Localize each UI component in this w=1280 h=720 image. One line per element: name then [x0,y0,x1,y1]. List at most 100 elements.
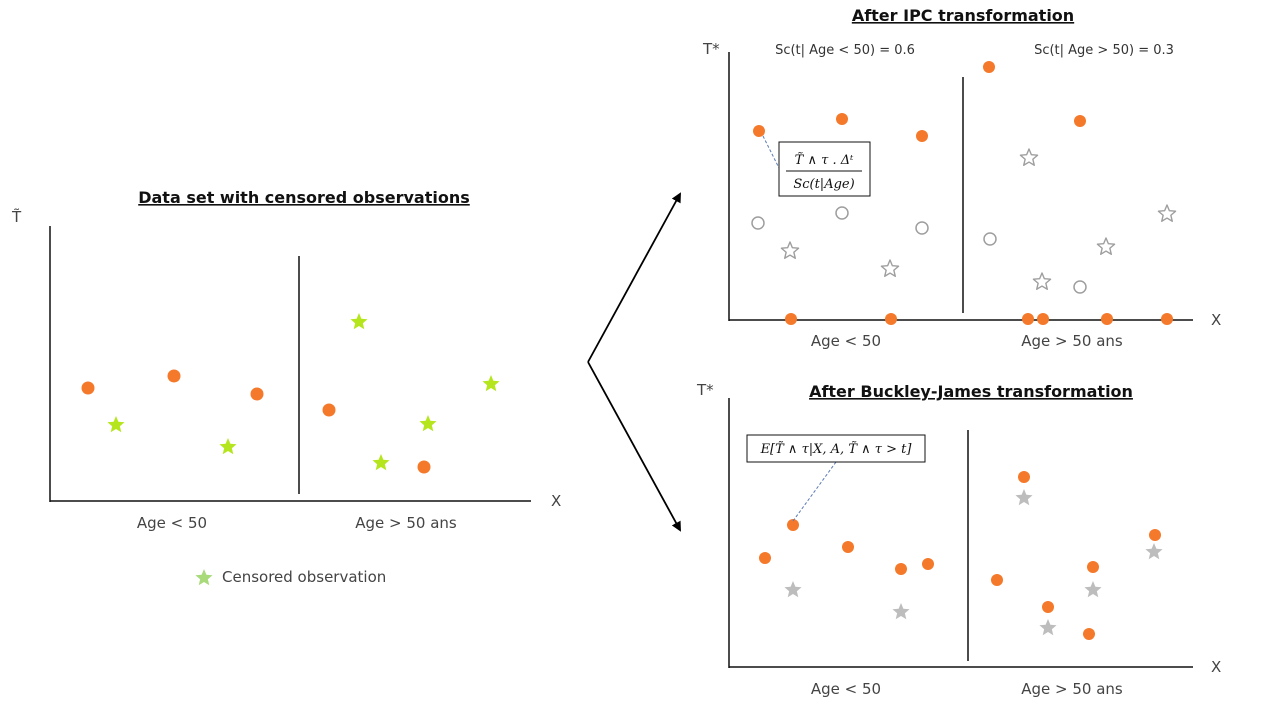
arrow-icon [587,192,681,363]
original-censored-star-icon [784,581,802,598]
zeroed-point [1161,313,1173,325]
weighted-point [836,113,848,125]
star-icon [1039,619,1057,636]
original-censored-star-icon [1096,237,1116,255]
original-censored-star-icon [1145,543,1163,560]
star-icon [892,603,910,620]
ipc-group-label-under50: Age < 50 [811,332,881,350]
weighted-point [1074,115,1086,127]
star-icon [195,569,213,586]
star-icon [1157,204,1177,222]
original-position-circle-icon [915,221,929,235]
star-icon [219,438,237,455]
weighted-point [983,61,995,73]
left-x-axis-label: X [551,492,561,510]
ipc-panel: After IPC transformation T* Sc(t| Age < … [702,6,1221,350]
censored-star-icon [419,415,437,432]
uncensored-point [81,381,95,395]
censored-star-icon [482,375,500,392]
imputed-point [1042,601,1054,613]
original-censored-star-icon [1084,581,1102,598]
bj-formula: E[T̃ ∧ τ|X, A, T̃ ∧ τ > t] [760,441,913,457]
ipc-panel-title: After IPC transformation [852,6,1074,25]
star-icon [1019,148,1039,166]
ipc-weight-over50: Sc(t| Age > 50) = 0.3 [1034,43,1174,58]
uncensored-point [417,460,431,474]
uncensored-point [322,403,336,417]
weighted-point [916,130,928,142]
bj-panel: After Buckley-James transformation T* X … [696,381,1221,698]
original-position-circle-icon [983,232,997,246]
arrow-icon [587,361,681,532]
imputed-point [1083,628,1095,640]
ipc-formula-numerator: T̃ ∧ τ . Δᵗ [795,152,854,168]
original-censored-star-icon [1157,204,1177,222]
left-panel: Data set with censored observations T̃ X… [11,188,561,586]
original-position-circle-icon [835,206,849,220]
weighted-point [753,125,765,137]
original-censored-star-icon [880,259,900,277]
star-icon [880,259,900,277]
star-icon [1015,489,1033,506]
star-icon [419,415,437,432]
imputed-point [759,552,771,564]
imputed-point [1018,471,1030,483]
imputed-point [842,541,854,553]
bj-y-axis-label: T* [696,381,714,399]
zeroed-point [885,313,897,325]
uncensored-point [250,387,264,401]
original-position-circle-icon [751,216,765,230]
original-censored-star-icon [1015,489,1033,506]
censored-star-icon [350,313,368,330]
star-icon [1096,237,1116,255]
formula-leader-line [762,135,780,169]
imputed-point [922,558,934,570]
left-panel-title: Data set with censored observations [138,188,470,207]
left-group-label-under50: Age < 50 [137,514,207,532]
formula-leader-line [792,461,837,522]
ipc-group-label-over50: Age > 50 ans [1021,332,1123,350]
imputed-point [895,563,907,575]
bj-group-label-over50: Age > 50 ans [1021,680,1123,698]
left-y-axis-label: T̃ [11,207,22,226]
star-icon [350,313,368,330]
star-icon [372,454,390,471]
original-censored-star-icon [1039,619,1057,636]
imputed-point [991,574,1003,586]
bj-formula-box [746,434,926,463]
ipc-x-axis-label: X [1211,311,1221,329]
star-icon [780,241,800,259]
imputed-point [787,519,799,531]
star-icon [107,416,125,433]
original-censored-star-icon [1019,148,1039,166]
ipc-weight-under50: Sc(t| Age < 50) = 0.6 [775,43,915,58]
left-group-label-over50: Age > 50 ans [355,514,457,532]
zeroed-point [785,313,797,325]
imputed-point [1149,529,1161,541]
censored-star-icon [219,438,237,455]
bj-group-label-under50: Age < 50 [811,680,881,698]
star-icon [1145,543,1163,560]
bj-panel-title: After Buckley-James transformation [809,382,1133,401]
original-censored-star-icon [1032,272,1052,290]
star-icon [1084,581,1102,598]
star-icon [784,581,802,598]
zeroed-point [1022,313,1034,325]
ipc-y-axis-label: T* [702,40,720,58]
legend-label: Censored observation [222,568,386,586]
original-position-circle-icon [1073,280,1087,294]
censored-star-icon [107,416,125,433]
transformation-arrows [587,192,681,532]
bj-x-axis-label: X [1211,658,1221,676]
uncensored-point [167,369,181,383]
original-censored-star-icon [892,603,910,620]
ipc-formula-box [778,141,871,197]
original-censored-star-icon [780,241,800,259]
star-icon [1032,272,1052,290]
ipc-formula-denominator: Sᴄ(t|Age) [793,177,854,192]
zeroed-point [1101,313,1113,325]
censored-star-icon [372,454,390,471]
imputed-point [1087,561,1099,573]
star-icon [482,375,500,392]
